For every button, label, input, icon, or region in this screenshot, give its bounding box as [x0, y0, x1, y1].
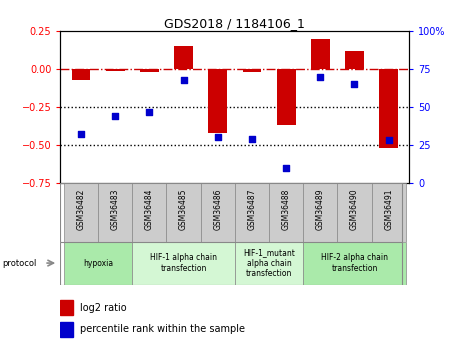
Bar [98, 183, 132, 242]
Bar [106, 69, 125, 70]
Text: HIF-2 alpha chain
transfection: HIF-2 alpha chain transfection [321, 253, 388, 273]
Text: GSM36482: GSM36482 [76, 189, 86, 230]
Text: GSM36484: GSM36484 [145, 189, 154, 230]
Point [317, 74, 324, 79]
Bar [243, 69, 261, 72]
Bar [200, 183, 235, 242]
Text: HIF-1 alpha chain
transfection: HIF-1 alpha chain transfection [150, 253, 217, 273]
Text: HIF-1_mutant
alpha chain
transfection: HIF-1_mutant alpha chain transfection [243, 248, 295, 278]
Title: GDS2018 / 1184106_1: GDS2018 / 1184106_1 [165, 17, 305, 30]
Text: GSM36490: GSM36490 [350, 189, 359, 230]
Text: GSM36489: GSM36489 [316, 189, 325, 230]
Bar [235, 241, 303, 285]
Bar [132, 241, 235, 285]
Text: GSM36486: GSM36486 [213, 189, 222, 230]
Bar [338, 183, 372, 242]
Text: log2 ratio: log2 ratio [80, 303, 126, 313]
Point [282, 165, 290, 170]
Bar [235, 183, 269, 242]
Bar [174, 46, 193, 69]
Point [214, 135, 221, 140]
Bar [166, 183, 200, 242]
Bar [72, 69, 90, 80]
Bar [208, 69, 227, 133]
Bar [303, 183, 338, 242]
Text: percentile rank within the sample: percentile rank within the sample [80, 325, 245, 334]
Bar [311, 39, 330, 69]
Text: hypoxia: hypoxia [83, 258, 113, 268]
Text: GSM36488: GSM36488 [282, 189, 291, 230]
Bar [277, 69, 296, 125]
Bar [379, 69, 398, 148]
Bar [372, 183, 406, 242]
Point [351, 81, 358, 87]
Bar [140, 69, 159, 72]
Point [248, 136, 256, 141]
Bar [132, 183, 166, 242]
Bar [345, 51, 364, 69]
Point [112, 113, 119, 119]
Point [146, 109, 153, 114]
Bar [60, 300, 73, 315]
Text: GSM36483: GSM36483 [111, 189, 120, 230]
Text: GSM36491: GSM36491 [384, 189, 393, 230]
Point [77, 131, 85, 137]
Text: GSM36487: GSM36487 [247, 189, 256, 230]
Point [385, 138, 392, 143]
Point [180, 77, 187, 82]
Bar [303, 241, 406, 285]
Bar [269, 183, 303, 242]
Bar [60, 322, 73, 337]
Text: GSM36485: GSM36485 [179, 189, 188, 230]
Text: protocol: protocol [2, 258, 37, 268]
Bar [64, 241, 132, 285]
Bar [64, 183, 98, 242]
